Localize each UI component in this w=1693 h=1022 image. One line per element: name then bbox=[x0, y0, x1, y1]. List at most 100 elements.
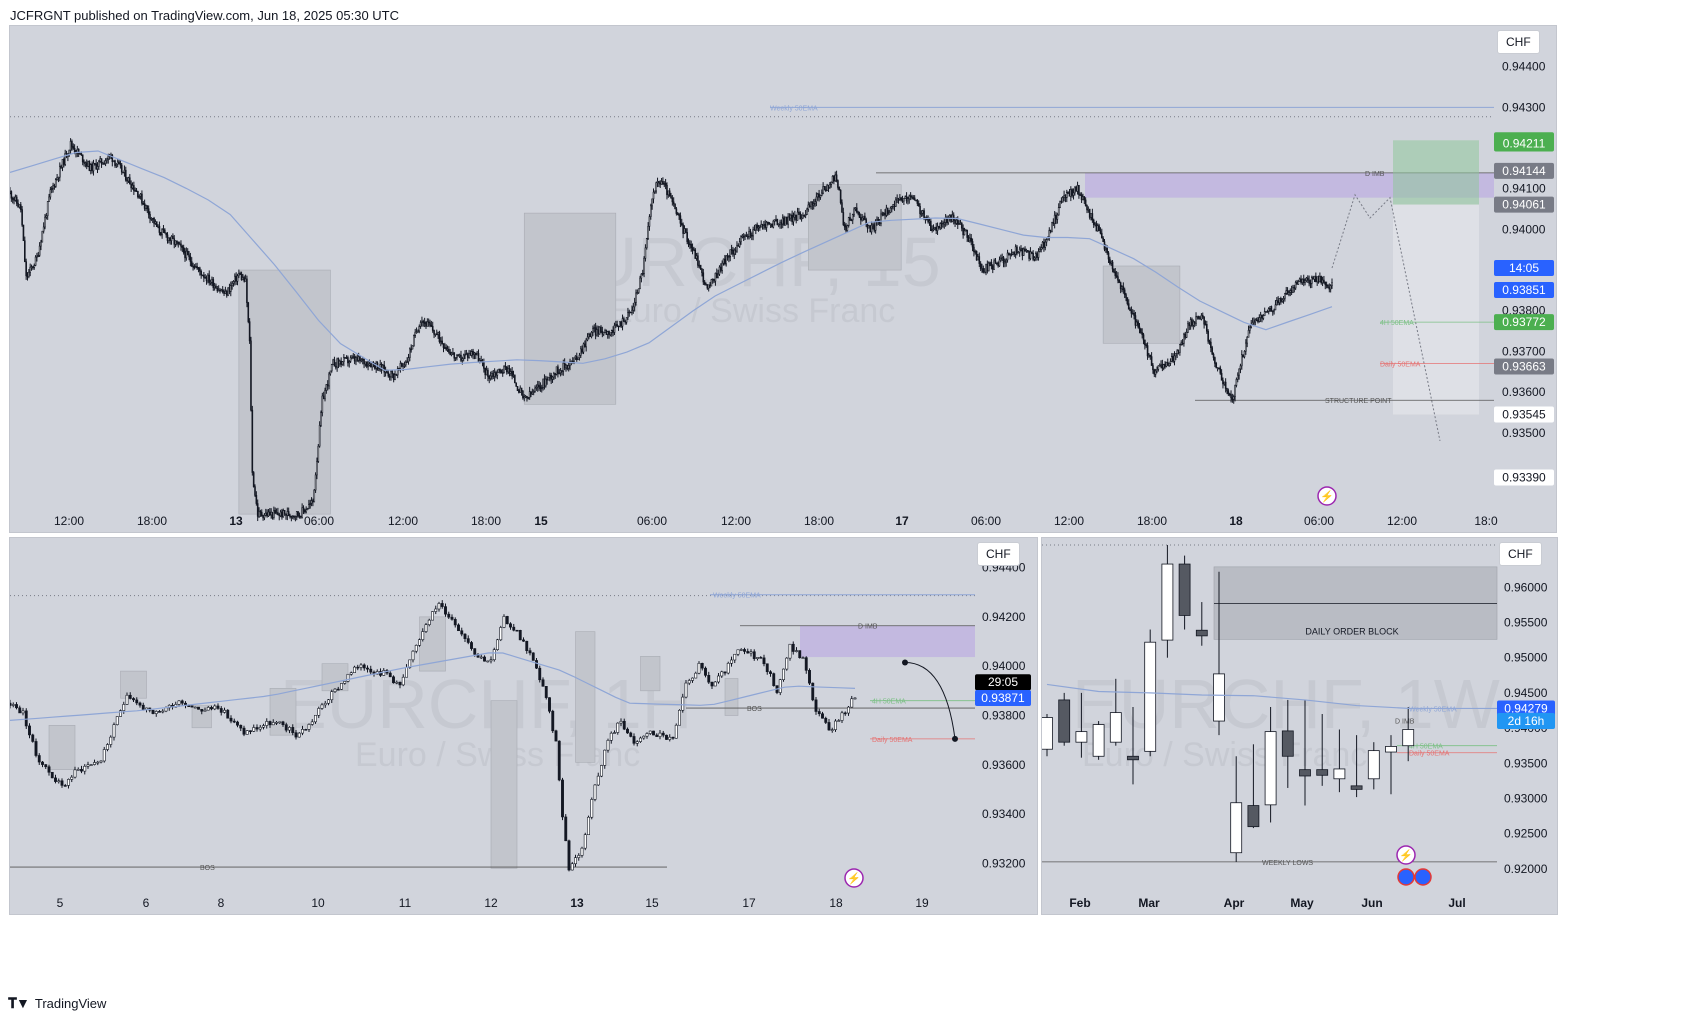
m15-candle-body bbox=[726, 255, 729, 258]
h1-candle-body bbox=[502, 616, 506, 628]
chart-panel-15m[interactable]: EURCHF, 15 Euro / Swiss Franc Weekly 50EMA… bbox=[9, 25, 1557, 533]
m15-candle-body bbox=[645, 238, 648, 249]
m15-candle-body bbox=[1030, 251, 1033, 254]
m15-candle-body bbox=[185, 250, 188, 259]
m15-candle-body bbox=[693, 249, 695, 252]
price-label-bg bbox=[1497, 700, 1555, 717]
w1-candle-body bbox=[1230, 802, 1243, 854]
m15-candle-body bbox=[1236, 374, 1239, 380]
m15-candle-body bbox=[594, 327, 597, 336]
currency-label[interactable]: CHF bbox=[1497, 30, 1540, 54]
m15-candle-body bbox=[1257, 320, 1259, 323]
m15-candle-body bbox=[446, 348, 449, 351]
currency-label[interactable]: CHF bbox=[977, 542, 1020, 566]
m15-candle-body bbox=[41, 230, 44, 243]
m15-candle-body bbox=[1183, 333, 1185, 344]
m15-candle-body bbox=[519, 387, 522, 393]
m15-candle-body bbox=[823, 186, 826, 191]
h1-candle-body bbox=[473, 648, 477, 655]
m15-candle-body bbox=[757, 226, 760, 229]
h1-candle-body bbox=[336, 688, 340, 691]
m15-candle-body bbox=[886, 207, 889, 215]
h1-candle-body bbox=[778, 679, 782, 693]
m15-candle-body bbox=[229, 285, 232, 292]
m15-candle-body bbox=[25, 261, 27, 277]
h1-candle-body bbox=[489, 659, 493, 662]
m15-candle-body bbox=[1035, 253, 1037, 259]
m15-candle-body bbox=[1122, 286, 1125, 291]
h1-candle-body bbox=[80, 769, 83, 772]
m15-candle-body bbox=[217, 289, 220, 292]
m15-candle-body bbox=[1185, 331, 1188, 338]
m15-candle-body bbox=[36, 255, 38, 258]
m15-candle-body bbox=[935, 227, 938, 231]
m15-candle-body bbox=[561, 370, 563, 372]
x-tick-label: 18:00 bbox=[137, 514, 167, 528]
m15-candle-body bbox=[698, 264, 701, 267]
m15-candle-body bbox=[620, 321, 622, 327]
h1-candle-body bbox=[782, 668, 785, 680]
m15-candle-body bbox=[819, 195, 822, 198]
h1-candle-body bbox=[505, 616, 509, 625]
m15-candle-body bbox=[1028, 250, 1030, 259]
m15-candle-body bbox=[1040, 247, 1043, 250]
m15-candle-body bbox=[189, 256, 192, 262]
x-tick-label: 06:00 bbox=[304, 514, 334, 528]
m15-candle-body bbox=[445, 347, 447, 350]
h1-candle-body bbox=[219, 708, 223, 713]
m15-candle-body bbox=[991, 265, 994, 270]
h1-candle-body bbox=[60, 780, 64, 786]
m15-candle-body bbox=[703, 281, 706, 285]
y-tick-label: 0.93700 bbox=[1502, 344, 1546, 358]
h1-candle-body bbox=[424, 624, 428, 632]
h1-candle-body bbox=[606, 740, 610, 751]
h1-candle-body bbox=[717, 675, 720, 683]
h1-candle-body bbox=[733, 653, 737, 661]
m15-candle-body bbox=[484, 368, 487, 376]
projection-arrow bbox=[904, 661, 956, 739]
h1-candle-body bbox=[245, 730, 249, 735]
m15-candle-body bbox=[1068, 192, 1071, 197]
h1-candle-body bbox=[853, 697, 857, 700]
m15-candle-body bbox=[1293, 287, 1296, 289]
m15-candle-body bbox=[317, 445, 320, 462]
chart-panel-1w[interactable]: EURCHF, 1W Euro / Swiss Franc DAILY ORDER … bbox=[1041, 537, 1558, 915]
m15-candle-body bbox=[395, 374, 398, 376]
m15-candle-body bbox=[164, 229, 166, 234]
currency-label[interactable]: CHF bbox=[1499, 542, 1542, 566]
m15-candle-body bbox=[639, 277, 641, 290]
m15-candle-body bbox=[149, 213, 151, 220]
m15-candle-body bbox=[728, 256, 730, 259]
m15-candle-body bbox=[596, 329, 598, 336]
m15-candle-body bbox=[1060, 201, 1063, 203]
m15-candle-body bbox=[1173, 355, 1176, 362]
m15-candle-body bbox=[1114, 271, 1117, 276]
projection-path bbox=[1331, 193, 1441, 442]
m15-candle-body bbox=[711, 278, 714, 281]
m15-candle-body bbox=[1323, 279, 1325, 283]
m15-candle-body bbox=[1092, 219, 1095, 225]
m15-candle-body bbox=[982, 268, 985, 273]
m15-candle-body bbox=[977, 256, 979, 261]
m15-candle-body bbox=[709, 284, 711, 287]
m15-candle-body bbox=[604, 330, 606, 333]
weekly-ema-label: Weekly 50EMA bbox=[713, 593, 761, 600]
w1-candle-body bbox=[1058, 699, 1071, 743]
m15-candle-body bbox=[714, 272, 717, 282]
m15-candle-body bbox=[798, 211, 800, 214]
m15-candle-body bbox=[1265, 311, 1267, 313]
h1-candle-body bbox=[603, 749, 607, 766]
h1-candle-body bbox=[821, 713, 824, 719]
m15-candle-body bbox=[444, 347, 446, 349]
m15-candle-body bbox=[1107, 252, 1110, 260]
footer-brand[interactable]: 𝐓▼ TradingView bbox=[8, 995, 106, 1012]
m15-candle-body bbox=[1187, 323, 1189, 333]
m15-candle-body bbox=[989, 262, 991, 264]
m15-candle-body bbox=[593, 327, 596, 329]
h1-candle-body bbox=[216, 705, 220, 709]
m15-candle-body bbox=[895, 199, 897, 207]
